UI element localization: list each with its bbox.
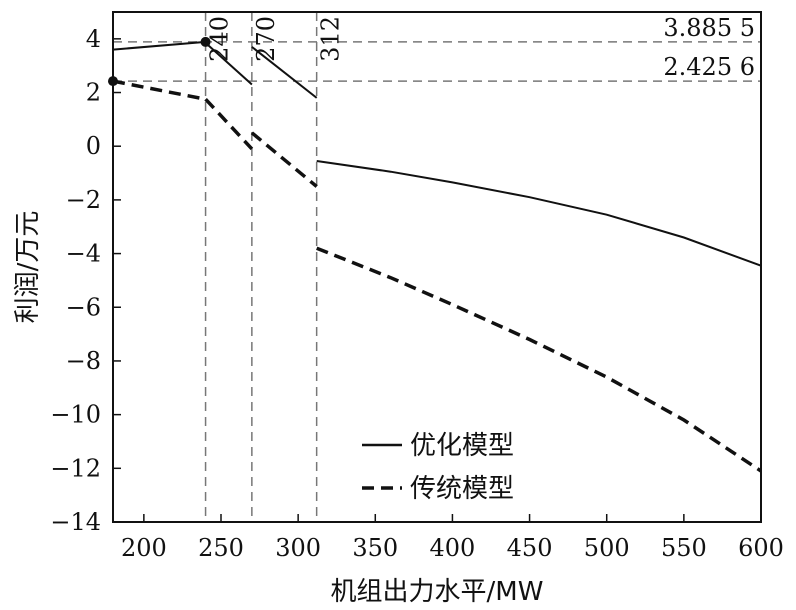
legend: 优化模型 传统模型	[362, 431, 514, 504]
series-lines	[112, 40, 762, 473]
vertical-line-label-312: 312	[317, 16, 345, 62]
y-tick-label-5: −6	[66, 293, 101, 321]
annotations: 240 270 312 3.885 5 2.425 6	[206, 14, 755, 81]
x-tick-label-350: 350	[352, 534, 398, 562]
vertical-line-label-240: 240	[206, 16, 234, 62]
y-tick-label-0: 4	[86, 25, 101, 53]
legend-label-optimized: 优化模型	[410, 431, 514, 461]
horizontal-line-label-1: 2.425 6	[663, 53, 755, 81]
series-1-segment-3	[316, 246, 762, 473]
series-1-segment-2	[250, 131, 318, 188]
legend-label-traditional: 传统模型	[410, 474, 514, 504]
x-tick-label-400: 400	[430, 534, 476, 562]
x-tick-label-250: 250	[198, 534, 244, 562]
x-tick-label-550: 550	[661, 534, 707, 562]
y-axis-label: 利润/万元	[13, 211, 43, 324]
y-tick-label-9: −14	[50, 508, 101, 536]
vertical-line-label-270: 270	[252, 16, 280, 62]
x-tick-label-200: 200	[121, 534, 167, 562]
x-tick-label-300: 300	[275, 534, 321, 562]
y-tick-label-7: −10	[50, 401, 101, 429]
y-tick-label-3: −2	[66, 186, 101, 214]
y-tick-label-6: −8	[66, 347, 101, 375]
y-tick-label-4: −4	[66, 240, 101, 268]
x-tick-label-500: 500	[584, 534, 630, 562]
series-0-segment-2	[251, 46, 318, 99]
x-tick-label-450: 450	[507, 534, 553, 562]
reference-lines	[113, 12, 761, 522]
data-markers	[108, 36, 211, 87]
plot-frame	[112, 11, 762, 523]
series-0-segment-0	[112, 40, 206, 51]
x-axis-label: 机组出力水平/MW	[331, 577, 544, 607]
horizontal-line-label-0: 3.885 5	[663, 14, 755, 42]
series-1-segment-0	[112, 79, 206, 101]
y-tick-label-2: 0	[86, 132, 101, 160]
axis-ticks: 200 250 300 350 400 450 500 550 600 4 2 0 −2 −4 −6 −8 −1…	[50, 25, 784, 562]
data-point-marker-0	[200, 36, 211, 47]
y-tick-label-8: −12	[50, 454, 101, 482]
y-tick-label-1: 2	[86, 79, 101, 107]
series-0-segment-1	[204, 42, 253, 86]
series-0-segment-3	[316, 160, 762, 267]
series-1-segment-1	[204, 98, 254, 151]
x-tick-label-600: 600	[738, 534, 784, 562]
